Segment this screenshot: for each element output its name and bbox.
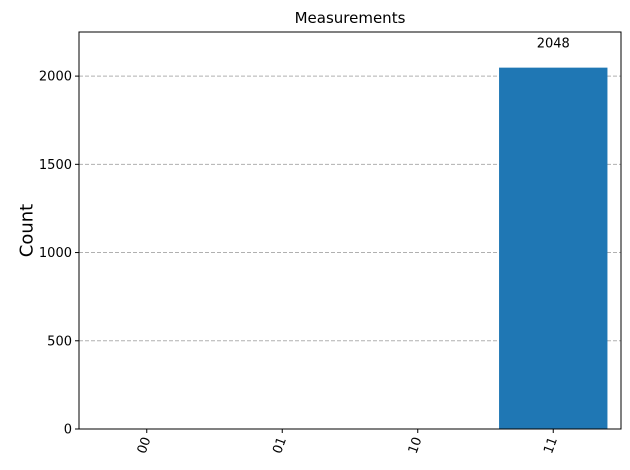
- y-axis: 0 500 1000 1500 2000: [39, 70, 79, 438]
- data-labels: 2048: [537, 37, 570, 52]
- x-tick-label: 01: [270, 435, 290, 456]
- x-tick-label: 10: [406, 435, 426, 456]
- bars-layer: [499, 67, 608, 429]
- chart-title: Measurements: [295, 9, 406, 27]
- y-tick-label: 500: [47, 334, 72, 349]
- y-tick-label: 1500: [39, 158, 72, 173]
- y-axis-label: Count: [16, 204, 37, 257]
- y-tick-label: 0: [64, 423, 72, 438]
- bar-11: [499, 67, 608, 429]
- y-tick-label: 2000: [39, 70, 72, 85]
- x-tick-label: 00: [135, 435, 155, 456]
- x-tick-label: 11: [541, 435, 561, 456]
- y-tick-label: 1000: [39, 246, 72, 261]
- x-axis: 00 01 10 11: [135, 429, 561, 456]
- plot-frame: [78, 31, 622, 430]
- data-label-11: 2048: [537, 37, 570, 52]
